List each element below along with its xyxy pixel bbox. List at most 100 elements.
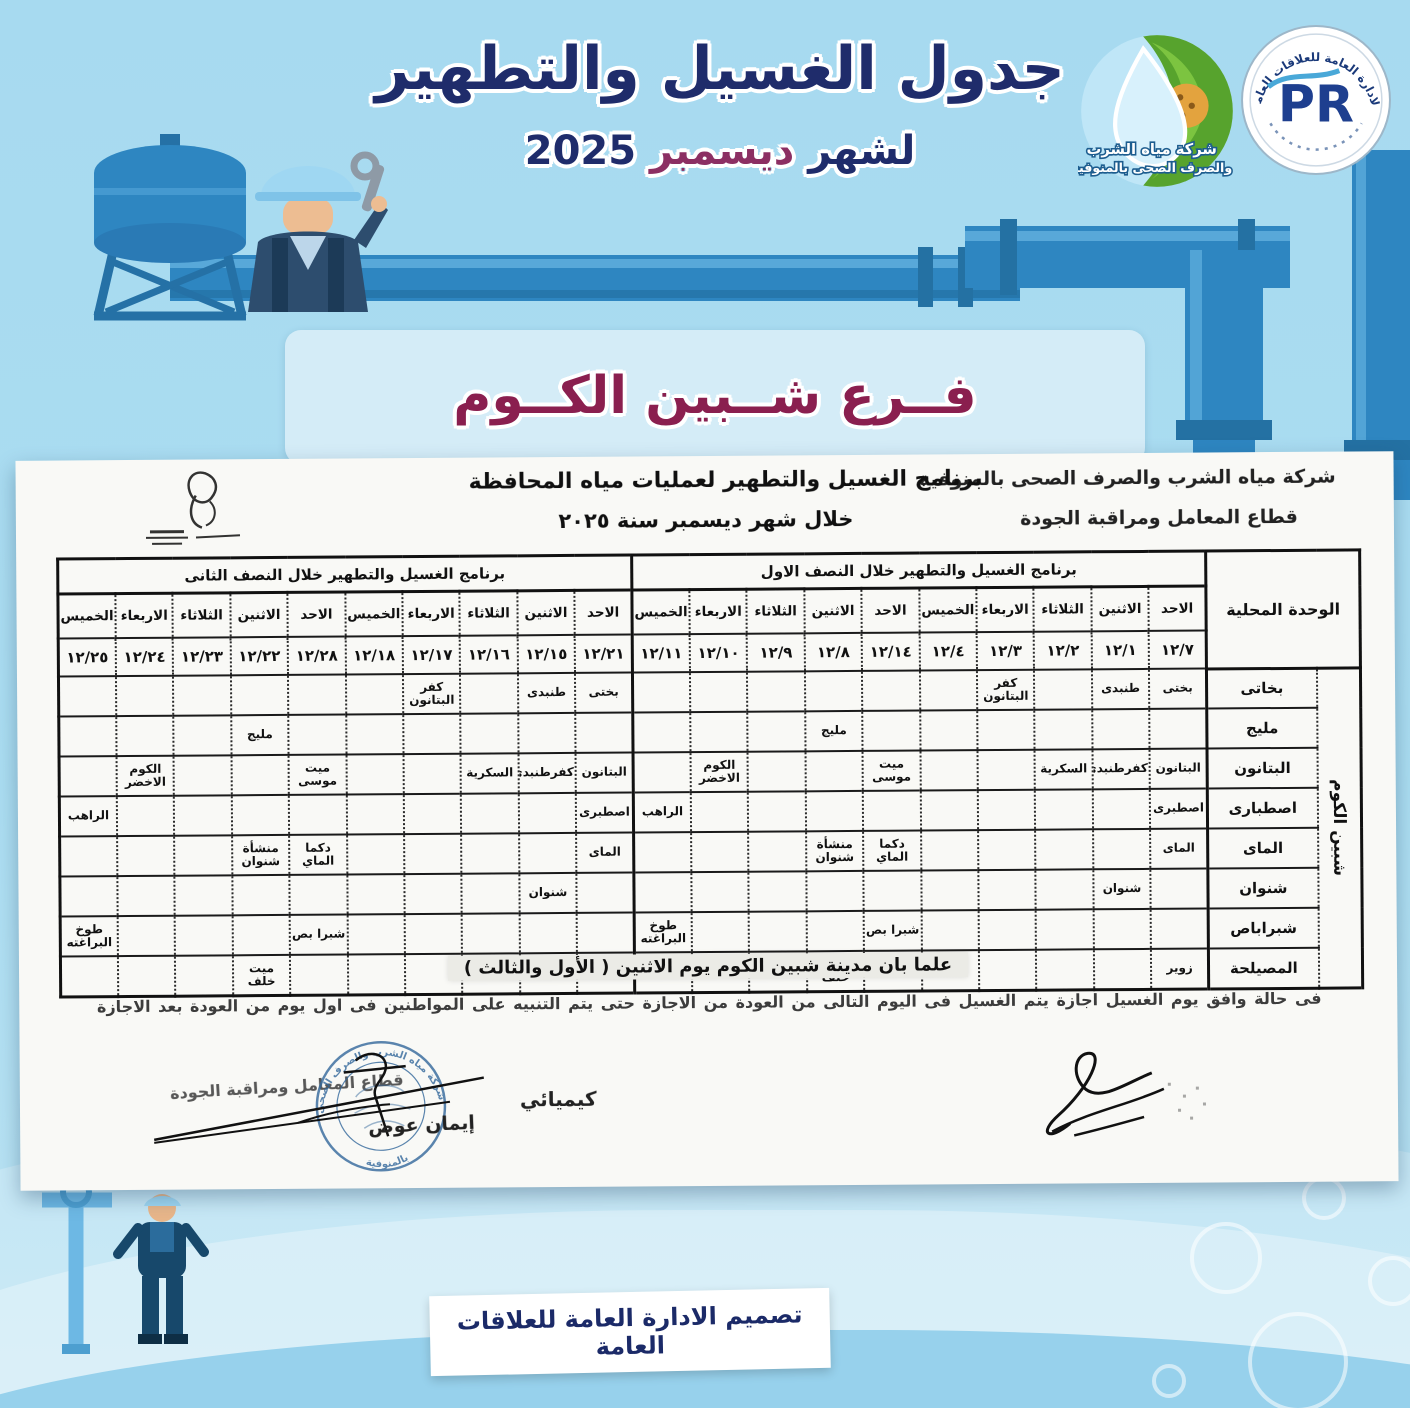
schedule-cell	[230, 674, 289, 716]
schedule-cell	[345, 674, 404, 715]
day-header-cell: الخميس	[918, 587, 977, 633]
schedule-cell	[403, 713, 461, 755]
bubble-shape	[1152, 1364, 1186, 1398]
schedule-cell	[404, 913, 463, 955]
poster-title: جدول الغسيل والتطهير	[375, 34, 1065, 104]
schedule-cell	[862, 670, 920, 711]
schedule-cell	[173, 755, 232, 796]
schedule-cell	[174, 795, 232, 836]
schedule-cell	[1093, 908, 1152, 950]
date-cell: ١٢/٢٤	[115, 637, 174, 677]
subtitle-year: 2025	[524, 128, 637, 174]
schedule-cell: طنبدى	[1091, 668, 1150, 710]
schedule-cell	[747, 751, 806, 792]
day-header-cell: الاربعاء	[976, 587, 1035, 633]
schedule-cell	[232, 914, 291, 956]
schedule-cell: كفرطنبدى	[518, 752, 576, 794]
schedule-cell	[1034, 709, 1093, 750]
schedule-cell	[173, 715, 232, 756]
day-header-cell: الاثنين	[804, 588, 862, 634]
schedule-cell	[920, 830, 979, 871]
unit-name-cell: البتانون	[1207, 747, 1318, 789]
schedule-cell	[460, 673, 518, 714]
schedule-cell	[575, 712, 634, 753]
schedule-cell	[806, 910, 865, 952]
day-header-cell: الثلاثاء	[459, 590, 518, 636]
schedule-cell	[1035, 829, 1094, 870]
schedule-cell	[690, 671, 748, 713]
date-cell: ١٢/١٨	[345, 636, 403, 675]
company-logo-text-line2: والصرف الصحى بالمنوفية	[1078, 160, 1232, 175]
schedule-cell	[58, 716, 117, 757]
schedule-cell: شنوان	[519, 872, 577, 914]
schedule-cell	[691, 871, 750, 913]
schedule-cell	[978, 909, 1037, 951]
schedule-cell	[977, 789, 1036, 831]
schedule-cell	[58, 676, 117, 717]
day-header-cell: الاحد	[287, 592, 346, 637]
doc-title-line2: خلال شهر ديسمبر سنة ٢٠٢٥	[558, 506, 854, 534]
schedule-table-body: شبين الكوم بخاتى بختى طنبدى كفر البتانون بختى…	[58, 667, 1363, 998]
maintenance-worker-illustration	[248, 151, 388, 312]
signer-name: إيمان عوض	[367, 1111, 476, 1139]
unit-name-cell: مليج	[1206, 707, 1318, 749]
signer-title: كيميائي	[519, 1086, 597, 1112]
schedule-cell	[462, 913, 520, 954]
schedule-cell	[576, 872, 635, 913]
schedule-cell: ميت موسى	[862, 750, 921, 791]
unit-name-cell: اصطبارى	[1207, 787, 1318, 829]
ministry-emblem-stamp	[146, 471, 241, 545]
bubble-shape	[1368, 1256, 1410, 1306]
schedule-cell	[1035, 869, 1094, 910]
subtitle-month: ديسمبر	[650, 128, 795, 174]
pr-logo-letters: PR	[1278, 74, 1354, 133]
day-header-cell: الاربعاء	[689, 589, 748, 635]
schedule-cell	[175, 915, 233, 956]
bubble-shape	[1302, 1176, 1346, 1220]
schedule-cell	[288, 674, 346, 715]
subtitle-prefix: لشهر	[808, 128, 916, 174]
schedule-cell: الماى	[1150, 828, 1208, 869]
schedule-cell	[632, 712, 691, 753]
schedule-cell	[748, 791, 806, 832]
schedule-cell	[977, 709, 1035, 751]
date-cell: ١٢/٤	[919, 632, 977, 671]
branch-panel	[285, 330, 1145, 464]
schedule-cell	[863, 870, 922, 911]
unit-name-cell: الماى	[1207, 827, 1318, 869]
date-cell: ١٢/١٧	[402, 635, 461, 675]
schedule-cell	[747, 711, 806, 752]
schedule-cell	[116, 795, 175, 837]
date-cell: ١٢/٢٥	[58, 638, 116, 677]
schedule-cell	[404, 833, 462, 875]
schedule-cell	[288, 714, 347, 755]
schedule-cell: اصطبرى	[575, 792, 634, 833]
schedule-cell	[633, 872, 692, 913]
schedule-cell	[117, 875, 176, 917]
schedule-cell	[403, 753, 462, 795]
schedule-cell	[919, 670, 978, 711]
schedule-cell	[231, 754, 289, 796]
day-header-cell: الاثنين	[517, 590, 575, 636]
date-cell: ١٢/٢٣	[173, 637, 231, 676]
schedule-cell	[173, 675, 232, 716]
schedule-cell: بختى	[1149, 668, 1207, 709]
schedule-cell	[1149, 708, 1208, 749]
day-header-cell: الثلاثاء	[1033, 586, 1092, 632]
schedule-cell	[978, 829, 1036, 871]
footer-credit: تصميم الادارة العامة للعلاقات العامة	[429, 1287, 831, 1377]
schedule-cell: مليج	[231, 714, 289, 756]
schedule-cell	[921, 910, 979, 951]
schedule-cell	[346, 874, 405, 915]
schedule-cell: شبرا بص	[289, 914, 348, 955]
schedule-cell	[691, 831, 749, 873]
schedule-cell	[690, 711, 748, 753]
schedule-cell	[517, 712, 576, 754]
schedule-cell	[919, 710, 978, 751]
doc-org-sector: قطاع المعامل ومراقبة الجودة	[1020, 505, 1298, 530]
schedule-cell: منشأة شنوان	[231, 834, 290, 876]
schedule-cell	[347, 914, 405, 955]
schedule-cell	[806, 870, 864, 912]
bubble-shape	[1248, 1312, 1348, 1408]
